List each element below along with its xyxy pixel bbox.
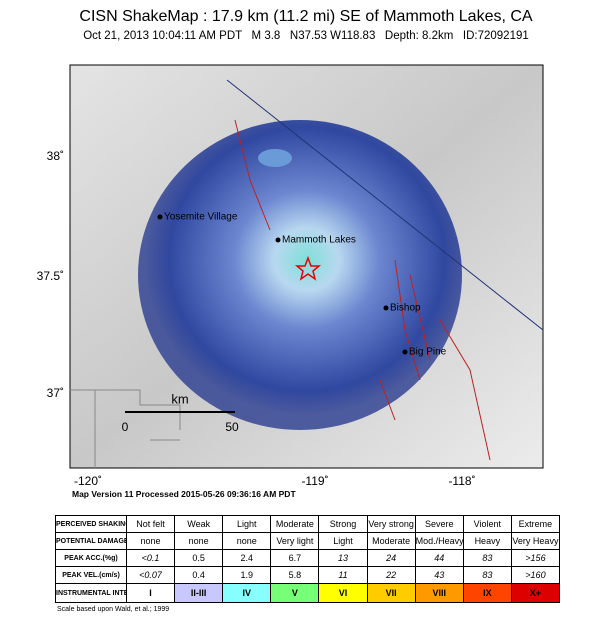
epicenter: [294, 255, 322, 281]
table-cell: VIII: [414, 583, 464, 603]
table-cell: 83: [462, 549, 512, 567]
row-header: PERCEIVED SHAKING: [55, 515, 127, 533]
map: Yosemite Village Mammoth Lakes Bishop Big P…: [37, 64, 544, 488]
table-cell: 43: [414, 566, 464, 584]
intensity-area: [138, 120, 462, 430]
table-cell: 5.8: [270, 566, 320, 584]
table-cell: V: [270, 583, 320, 603]
lat-label: 37.5˚: [37, 269, 64, 283]
title: CISN ShakeMap : 17.9 km (11.2 mi) SE of …: [79, 8, 533, 25]
table-cell: 0.4: [174, 566, 224, 584]
table-row: PEAK ACC.(%g) <0.1 0.5 2.4 6.7 13 24 44 83 >156: [55, 549, 561, 567]
row-header: PEAK ACC.(%g): [55, 549, 127, 567]
table-cell: Light: [222, 515, 272, 533]
table-cell: 1.9: [222, 566, 272, 584]
table-cell: <0.1: [125, 549, 176, 567]
table-cell: Not felt: [125, 515, 176, 533]
table-cell: Light: [318, 532, 368, 550]
table-cell: Weak: [174, 515, 224, 533]
scale-tick: 0: [122, 420, 129, 434]
row-header: INSTRUMENTAL INTENSITY: [55, 583, 127, 603]
roads: [70, 389, 181, 468]
table-cell: X+: [510, 583, 561, 603]
table-cell: IV: [222, 583, 272, 603]
table-cell: none: [174, 532, 224, 550]
lat-label: 37˚: [47, 386, 64, 400]
place-label: Big Pine: [409, 347, 447, 358]
table-cell: Strong: [318, 515, 368, 533]
table-row: POTENTIAL DAMAGE none none none Very light Li…: [55, 532, 561, 550]
table-cell: I: [125, 583, 176, 603]
lon-label: -118˚: [448, 474, 475, 488]
lake: [258, 149, 292, 167]
table-cell: 2.4: [222, 549, 272, 567]
table-cell: none: [125, 532, 176, 550]
table-cell: >160: [510, 566, 561, 584]
table-cell: Severe: [414, 515, 464, 533]
table-cell: Moderate: [366, 532, 416, 550]
table-cell: 24: [366, 549, 416, 567]
place-label: Bishop: [390, 303, 421, 314]
table-cell: Extreme: [510, 515, 561, 533]
place-dot: [157, 214, 163, 220]
row-header: POTENTIAL DAMAGE: [55, 532, 127, 550]
lon-label: -119˚: [301, 474, 328, 488]
table-cell: Heavy: [462, 532, 512, 550]
row-header: PEAK VEL.(cm/s): [55, 566, 127, 584]
table-cell: Violent: [462, 515, 512, 533]
state-border: [226, 79, 544, 331]
table-cell: Very Heavy: [510, 532, 561, 550]
table-row: PEAK VEL.(cm/s) <0.07 0.4 1.9 5.8 11 22 43 83 >16…: [55, 566, 561, 584]
lat-label: 38˚: [47, 149, 64, 163]
place-dot: [275, 237, 281, 243]
scale-unit: km: [171, 391, 188, 406]
table-cell: 22: [366, 566, 416, 584]
table-cell: 83: [462, 566, 512, 584]
table-cell: 11: [318, 566, 368, 584]
table-cell: II-III: [174, 583, 224, 603]
table-cell: 13: [318, 549, 368, 567]
table-cell: VI: [318, 583, 368, 603]
place-dot: [383, 305, 389, 311]
place-label: Yosemite Village: [164, 212, 238, 223]
table-cell: 6.7: [270, 549, 320, 567]
scale-tick: 50: [225, 420, 239, 434]
table-cell: 0.5: [174, 549, 224, 567]
table-cell: Very strong: [366, 515, 416, 533]
table-cell: Very light: [270, 532, 320, 550]
table-cell: VII: [366, 583, 416, 603]
place-label: Mammoth Lakes: [282, 235, 356, 246]
table-cell: <0.07: [125, 566, 176, 584]
table-cell: none: [222, 532, 272, 550]
table-row: INSTRUMENTAL INTENSITYIII-IIIIVVVIVIIVII…: [55, 583, 561, 603]
footnote: Scale based upon Wald, et al.; 1999: [57, 606, 170, 613]
faults: [234, 119, 491, 461]
lon-label: -120˚: [74, 474, 102, 488]
table-row: PERCEIVED SHAKING Not felt Weak Light Modera…: [55, 515, 561, 533]
table-cell: >156: [510, 549, 561, 567]
table-cell: 44: [414, 549, 464, 567]
version: Map Version 11 Processed 2015-05-26 09:3…: [72, 489, 296, 499]
place-dot: [402, 349, 408, 355]
table-cell: Mod./Heavy: [414, 532, 464, 550]
legend-table: PERCEIVED SHAKING Not felt Weak Light Modera…: [55, 515, 561, 603]
table-cell: Moderate: [270, 515, 320, 533]
subtitle: Oct 21, 2013 10:04:11 AM PDT M 3.8 N37.5…: [83, 30, 529, 42]
table-cell: IX: [462, 583, 512, 603]
